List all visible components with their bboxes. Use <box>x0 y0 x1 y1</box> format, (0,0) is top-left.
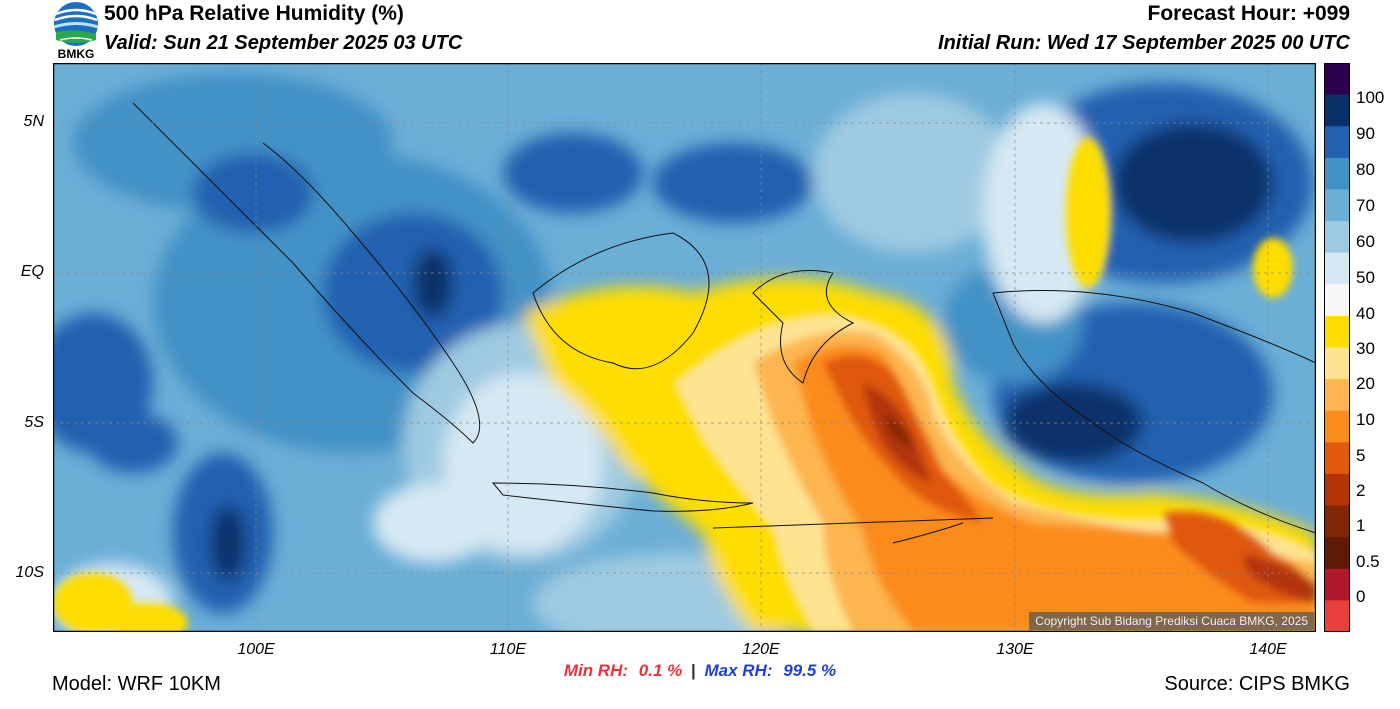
colorbar-segment <box>1324 537 1350 570</box>
colorbar-label: 90 <box>1356 124 1375 143</box>
colorbar-segment <box>1324 379 1350 412</box>
colorbar-label: 50 <box>1356 268 1375 287</box>
humidity-map <box>53 63 1316 632</box>
colorbar-label: 0.5 <box>1356 552 1380 571</box>
initial-run: Initial Run: Wed 17 September 2025 00 UT… <box>938 32 1350 54</box>
colorbar-label: 2 <box>1356 481 1366 500</box>
forecast-hour: Forecast Hour: +099 <box>1147 2 1351 25</box>
colorbar-label: 20 <box>1356 374 1375 393</box>
valid-time: Valid: Sun 21 September 2025 03 UTC <box>104 32 463 54</box>
colorbar-segment <box>1324 221 1350 254</box>
lon-label-130e: 130E <box>996 641 1034 658</box>
colorbar-label: 80 <box>1356 160 1375 179</box>
max-rh-label: Max RH: <box>704 661 773 680</box>
colorbar-label: 70 <box>1356 196 1375 215</box>
colorbar-segment <box>1324 284 1350 317</box>
lon-label-120e: 120E <box>742 641 780 658</box>
colorbar-segment <box>1324 126 1350 159</box>
data-source: Source: CIPS BMKG <box>1164 673 1350 695</box>
colorbar-label: 5 <box>1356 446 1366 465</box>
colorbar-segment <box>1324 347 1350 380</box>
colorbar-segment <box>1324 410 1350 443</box>
colorbar-label: 100 <box>1356 88 1385 107</box>
colorbar-segment <box>1324 473 1350 507</box>
lon-label-110e: 110E <box>489 641 527 658</box>
colorbar-segment <box>1324 600 1350 632</box>
lon-label-140e: 140E <box>1249 641 1287 658</box>
bmkg-logo <box>53 2 99 46</box>
colorbar-label: 40 <box>1356 304 1375 323</box>
colorbar-label: 0 <box>1356 587 1366 606</box>
colorbar-border <box>1324 63 1350 632</box>
colorbar-label: 60 <box>1356 232 1375 251</box>
chart-title: 500 hPa Relative Humidity (%) <box>104 2 404 25</box>
colorbar <box>1324 63 1350 632</box>
colorbar-segment <box>1324 315 1350 348</box>
colorbar-segment <box>1324 568 1350 601</box>
colorbar-label: 1 <box>1356 516 1366 535</box>
colorbar-label: 30 <box>1356 339 1375 358</box>
colorbar-segment <box>1324 442 1350 475</box>
colorbar-segment <box>1324 252 1350 285</box>
min-rh-label: Min RH: <box>563 661 629 680</box>
colorbar-label: 10 <box>1356 410 1375 429</box>
colorbar-segment <box>1324 505 1350 538</box>
min-rh-value: 0.1 % <box>638 661 683 680</box>
rh-stats: Min RH: 0.1 % | Max RH: 99.5 % <box>0 661 1400 681</box>
lon-label-100e: 100E <box>237 641 275 658</box>
logo-text: BMKG <box>57 47 95 61</box>
colorbar-segment <box>1324 157 1350 190</box>
lat-label-10s: 10S <box>15 564 44 581</box>
model-name: Model: WRF 10KM <box>52 673 221 695</box>
colorbar-segment <box>1324 94 1350 127</box>
copyright-notice: Copyright Sub Bidang Prediksi Cuaca BMKG… <box>1029 612 1314 630</box>
lat-label-5s: 5S <box>24 414 44 431</box>
colorbar-segment <box>1324 63 1350 96</box>
colorbar-segment <box>1324 189 1350 222</box>
max-rh-value: 99.5 % <box>783 661 837 680</box>
lat-label-5n: 5N <box>23 113 44 130</box>
stats-separator: | <box>690 661 696 680</box>
lat-label-eq: EQ <box>20 263 44 280</box>
